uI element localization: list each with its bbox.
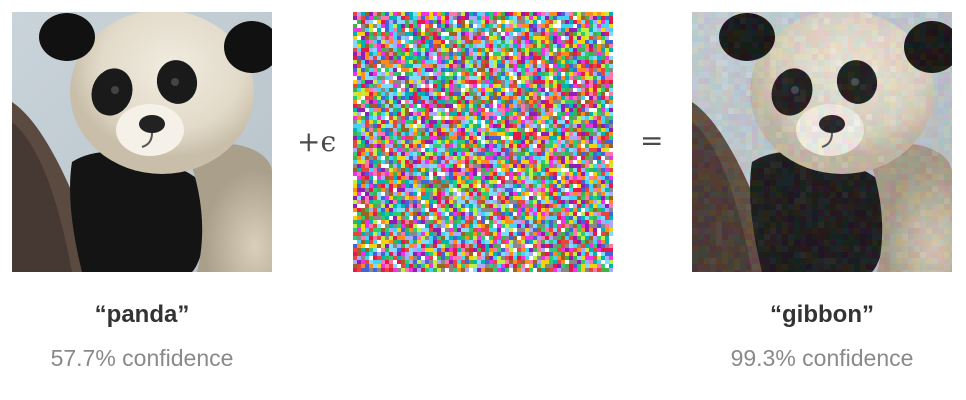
perturbed-panda-image: [692, 12, 952, 272]
gibbon-label: “gibbon”: [770, 301, 874, 328]
panda-image: [12, 12, 272, 272]
panda-caption: “panda” 57.7% confidence: [12, 301, 272, 372]
noise-image: [353, 12, 613, 272]
panda-label: “panda”: [94, 301, 190, 328]
gibbon-caption: “gibbon” 99.3% confidence: [692, 301, 952, 372]
panda-confidence: 57.7% confidence: [50, 345, 234, 371]
gibbon-confidence: 99.3% confidence: [730, 345, 914, 371]
equals-operator: =: [640, 124, 664, 157]
plus-epsilon-operator: +ϵ: [297, 125, 337, 158]
